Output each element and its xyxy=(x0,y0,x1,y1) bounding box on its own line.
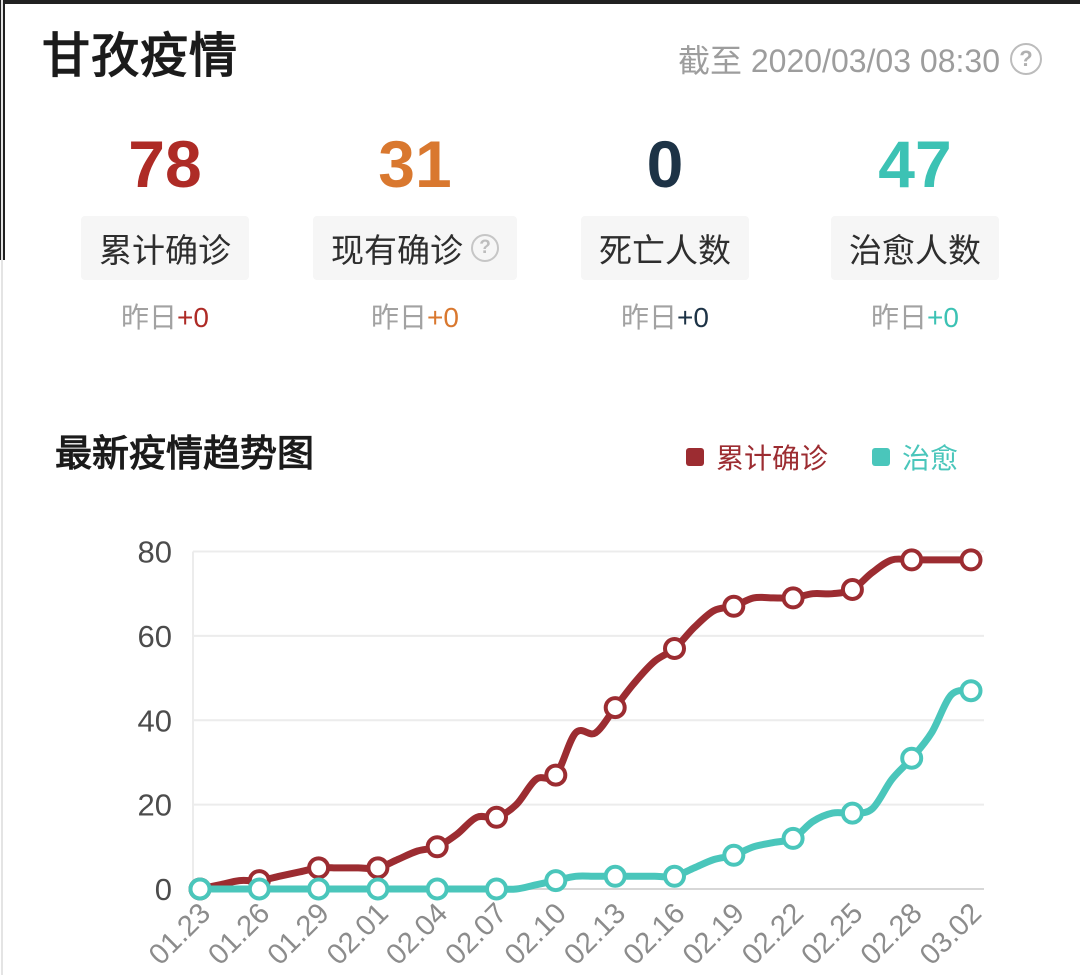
legend-item-confirmed[interactable]: 累计确诊 xyxy=(685,437,828,477)
trend-chart-title: 最新疫情趋势图 xyxy=(55,433,314,474)
svg-text:02.01: 02.01 xyxy=(321,897,395,971)
stat-deaths: 0 死亡人数 昨日+0 xyxy=(540,126,790,336)
svg-text:20: 20 xyxy=(138,788,172,823)
svg-text:01.26: 01.26 xyxy=(202,897,276,971)
svg-text:02.19: 02.19 xyxy=(677,897,751,971)
legend-swatch-icon xyxy=(685,448,704,466)
trend-chart[interactable]: 02040608001.2301.2601.2902.0102.0402.070… xyxy=(0,505,1080,975)
svg-text:02.28: 02.28 xyxy=(855,897,929,971)
svg-text:60: 60 xyxy=(138,619,172,654)
stat-current-confirmed: 31 现有确诊? 昨日+0 xyxy=(290,126,540,336)
help-icon[interactable]: ? xyxy=(1010,43,1042,75)
page-title: 甘孜疫情 xyxy=(42,30,239,83)
stat-value: 0 xyxy=(646,127,684,201)
stat-delta: 昨日+0 xyxy=(621,302,709,333)
stat-delta: 昨日+0 xyxy=(871,302,959,333)
legend-label: 治愈 xyxy=(901,443,958,474)
svg-text:02.10: 02.10 xyxy=(499,897,573,971)
stat-delta: 昨日+0 xyxy=(121,302,209,333)
svg-text:0: 0 xyxy=(155,872,172,907)
stats-row: 78 累计确诊 昨日+0 31 现有确诊? 昨日+0 0 死亡人数 昨日+0 4… xyxy=(40,126,1040,336)
screen-edge-left-line xyxy=(1,0,3,975)
svg-text:02.07: 02.07 xyxy=(440,897,514,971)
as-of-timestamp: 截至 2020/03/03 08:30 ? xyxy=(678,36,1042,82)
stat-value: 78 xyxy=(128,127,202,201)
stat-value: 31 xyxy=(378,127,452,201)
stat-label: 现有确诊? xyxy=(313,216,517,280)
svg-text:02.22: 02.22 xyxy=(736,897,810,971)
stat-delta: 昨日+0 xyxy=(371,302,459,333)
stat-cured: 47 治愈人数 昨日+0 xyxy=(790,126,1040,336)
help-icon[interactable]: ? xyxy=(471,234,499,262)
legend-item-cured[interactable]: 治愈 xyxy=(871,437,958,477)
svg-text:02.04: 02.04 xyxy=(380,897,454,971)
svg-text:02.13: 02.13 xyxy=(558,897,632,971)
svg-text:80: 80 xyxy=(138,535,172,570)
screen-edge-top xyxy=(0,0,1080,4)
legend-swatch-icon xyxy=(871,448,890,466)
svg-text:01.29: 01.29 xyxy=(262,897,336,971)
stat-cumulative-confirmed: 78 累计确诊 昨日+0 xyxy=(40,126,290,336)
svg-text:02.25: 02.25 xyxy=(795,897,869,971)
svg-text:40: 40 xyxy=(138,703,172,738)
stat-value: 47 xyxy=(878,127,952,201)
svg-text:02.16: 02.16 xyxy=(618,897,692,971)
stat-label: 治愈人数 xyxy=(831,216,999,280)
svg-text:03.02: 03.02 xyxy=(914,897,988,971)
stat-label: 死亡人数 xyxy=(581,216,749,280)
as-of-label: 截至 2020/03/03 08:30 xyxy=(677,43,1000,79)
stat-label: 累计确诊 xyxy=(81,216,249,280)
legend-label: 累计确诊 xyxy=(715,443,828,474)
svg-text:01.23: 01.23 xyxy=(143,897,217,971)
chart-legend: 累计确诊 治愈 xyxy=(685,437,958,477)
